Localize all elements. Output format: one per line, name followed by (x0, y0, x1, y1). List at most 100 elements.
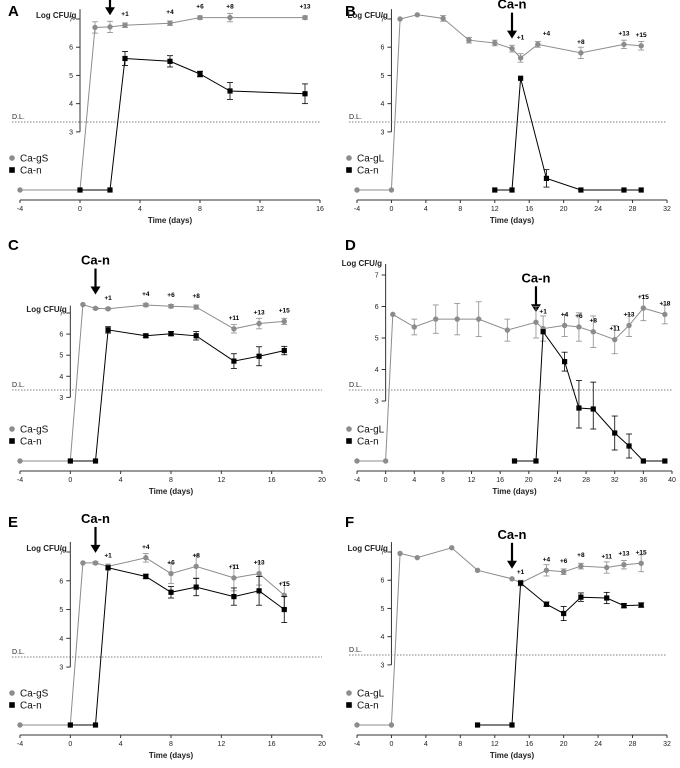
day-annotation: +1 (517, 569, 525, 576)
data-point-circle (80, 301, 86, 308)
legend-marker-resident (346, 155, 352, 161)
legend-label-challenge: Ca-n (20, 437, 42, 448)
y-tick-label: 3 (59, 665, 63, 672)
data-point-circle (354, 458, 360, 464)
data-point-circle (578, 563, 584, 569)
detection-limit-label: D.L. (12, 649, 25, 656)
data-point-square (231, 358, 237, 364)
legend-marker-challenge (9, 702, 15, 708)
inoculation-arrow-label: Ca-n (498, 0, 527, 12)
day-annotation: +13 (254, 560, 265, 567)
data-point-circle (122, 22, 128, 28)
day-annotation: +8 (226, 4, 234, 11)
panel-letter: E (8, 514, 18, 531)
inoculation-arrow-head (90, 544, 101, 553)
data-point-circle (476, 316, 482, 322)
y-axis-label: Log CFU/g (26, 544, 67, 553)
data-point-circle (231, 326, 237, 332)
data-point-circle (143, 555, 149, 561)
data-point-square (107, 187, 113, 193)
day-annotation: +13 (254, 310, 265, 317)
x-tick-label: -4 (17, 477, 23, 484)
data-point-circle (590, 329, 596, 335)
y-axis-label: Log CFU/g (347, 544, 388, 553)
data-point-circle (167, 20, 173, 26)
chart-panel-e: E Log CFU/g 3 4 5 6 7 -4 0 4 8 12 16 20 Time (days) D.L… (8, 511, 326, 760)
day-annotation: +13 (618, 551, 629, 558)
data-point-square (626, 443, 632, 449)
x-axis-label: Time (days) (490, 751, 535, 760)
legend-marker-challenge (346, 702, 352, 708)
x-tick-label: 0 (68, 477, 72, 484)
day-annotation: +11 (229, 315, 240, 322)
data-point-circle (414, 12, 420, 18)
inoculation-arrow-head (105, 7, 115, 16)
chart-panel-f: F Log CFU/g 3 4 5 6 7 -4 0 4 8 12 16 20 24 28 32 Time (da… (345, 514, 671, 760)
data-point-circle (509, 576, 515, 582)
day-annotation: +11 (229, 564, 240, 571)
y-tick-label: 4 (381, 634, 385, 641)
day-annotation: +4 (543, 30, 551, 37)
y-tick-label: 4 (381, 101, 385, 108)
legend-marker-resident (346, 426, 352, 432)
data-point-circle (197, 14, 203, 21)
inoculation-arrow-head (507, 560, 517, 569)
y-tick-label: 7 (69, 17, 73, 24)
day-annotation: +4 (543, 556, 551, 563)
x-tick-label: 12 (256, 206, 264, 213)
data-point-square (281, 347, 287, 354)
legend-marker-challenge (346, 167, 352, 173)
data-point-square (281, 606, 287, 613)
y-tick-label: 7 (59, 550, 63, 557)
day-annotation: +18 (659, 300, 670, 307)
data-point-circle (80, 560, 86, 566)
data-point-square (256, 588, 262, 594)
y-tick-label: 3 (381, 662, 385, 669)
x-tick-label: 12 (491, 206, 499, 213)
data-point-square (474, 722, 481, 728)
data-point-square (590, 406, 596, 412)
x-tick-label: 8 (169, 741, 173, 748)
data-point-square (578, 187, 584, 193)
x-tick-label: 8 (198, 206, 202, 213)
data-point-square (621, 603, 627, 609)
detection-limit-label: D.L. (349, 647, 362, 654)
data-point-square (92, 722, 99, 728)
y-tick-label: 6 (59, 332, 63, 339)
data-point-circle (397, 16, 403, 22)
day-annotation: +1 (104, 552, 112, 559)
x-tick-label: 32 (663, 741, 671, 748)
panel-letter: C (8, 237, 19, 254)
data-point-square (543, 175, 550, 181)
x-tick-label: 4 (424, 741, 428, 748)
day-annotation: +8 (577, 39, 585, 46)
y-tick-label: 5 (69, 73, 73, 80)
series-line-ca-n (70, 329, 285, 462)
data-point-square (509, 187, 515, 193)
y-tick-label: 3 (375, 399, 379, 406)
x-tick-label: 0 (68, 741, 72, 748)
detection-limit-label: D.L. (12, 114, 25, 121)
series-line-ca-n (70, 567, 285, 726)
x-tick-label: 4 (412, 477, 416, 484)
x-tick-label: 24 (554, 477, 562, 484)
x-axis-label: Time (days) (490, 216, 535, 225)
day-annotation: +1 (539, 308, 547, 315)
inoculation-arrow-label: Ca-n (498, 527, 527, 542)
x-axis-label: Time (days) (492, 487, 537, 496)
data-point-square (492, 187, 498, 193)
x-tick-label: 4 (119, 741, 123, 748)
x-tick-label: 36 (639, 477, 647, 484)
x-axis-label: Time (days) (149, 487, 194, 496)
day-annotation: +6 (167, 292, 175, 299)
data-point-square (77, 187, 83, 193)
legend-label-challenge: Ca-n (357, 701, 379, 712)
y-axis-label: Log CFU/g (36, 11, 77, 20)
x-tick-label: 28 (629, 206, 637, 213)
y-tick-label: 5 (59, 353, 63, 360)
data-point-square (302, 91, 308, 97)
legend-marker-resident (346, 690, 352, 696)
inoculation-arrow-head (507, 30, 517, 39)
day-annotation: +4 (166, 9, 174, 16)
